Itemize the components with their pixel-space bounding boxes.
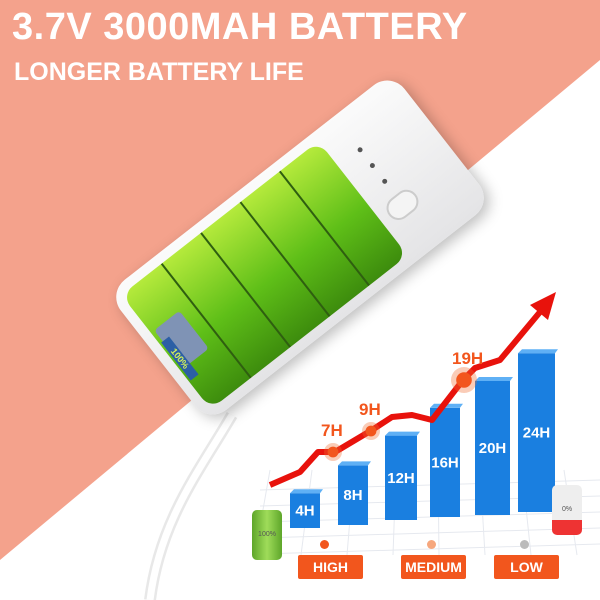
bar-label: 12H [387, 470, 415, 487]
bar-16H [430, 407, 460, 517]
bar-24H [518, 353, 555, 512]
bar-top [518, 349, 558, 354]
full-battery-icon: 100% [252, 510, 282, 560]
headline: 3.7V 3000MAH BATTERY [12, 6, 468, 48]
medium-dot [427, 540, 436, 549]
mode-medium: MEDIUM [401, 555, 466, 579]
empty-battery-icon: 0% [552, 485, 582, 535]
arrow-head-icon [530, 292, 556, 320]
bar-top [385, 431, 420, 436]
bar-top [290, 489, 323, 494]
bar-20H [475, 381, 510, 515]
trend-point [456, 372, 472, 388]
bar-4H [290, 493, 320, 528]
trend-point [327, 446, 339, 458]
bar-label: 4H [295, 503, 314, 520]
bar-label: 20H [479, 440, 507, 457]
trend-point-label: 19H [452, 349, 483, 368]
mode-high: HIGH [298, 555, 363, 579]
bar-12H [385, 435, 417, 520]
bar-top [475, 377, 513, 381]
bar-8H [338, 465, 368, 525]
trend-point-label: 7H [321, 421, 343, 440]
bar-top [338, 461, 371, 466]
mode-low: LOW [494, 555, 559, 579]
trend-point [365, 425, 377, 437]
bar-label: 24H [523, 425, 551, 442]
subheadline: LONGER BATTERY LIFE [14, 58, 304, 86]
low-dot [520, 540, 529, 549]
trend-point-label: 9H [359, 400, 381, 419]
high-dot [320, 540, 329, 549]
bar-label: 8H [343, 487, 362, 504]
bar-label: 16H [431, 454, 459, 471]
trend-line [268, 310, 543, 488]
